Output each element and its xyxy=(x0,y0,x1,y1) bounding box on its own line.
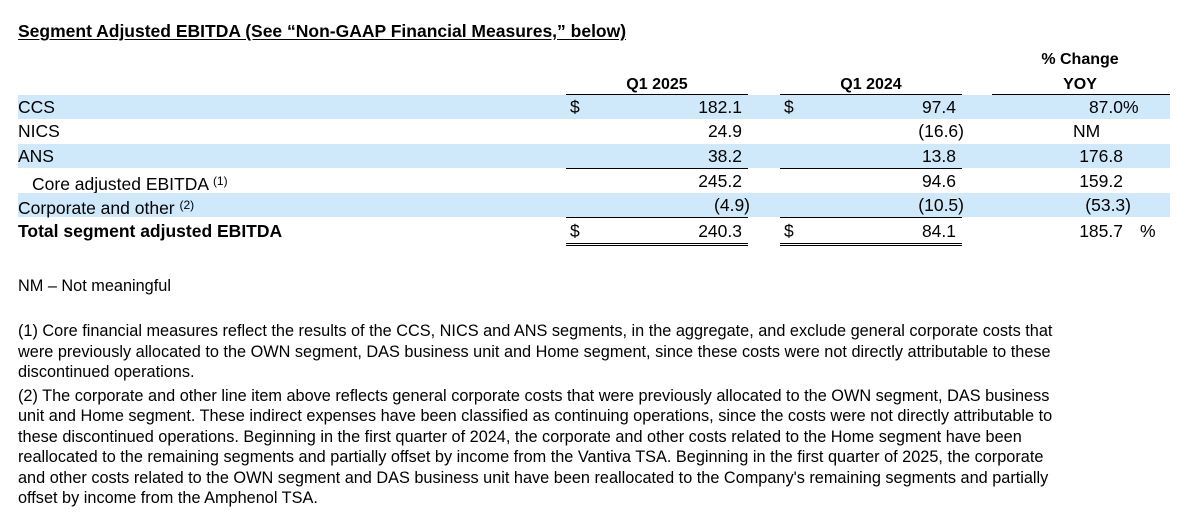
value-pct-change: 185.7 xyxy=(1079,221,1123,241)
table-row: CCS $ 182.1 $ 97.4 87.0 % xyxy=(18,95,1170,119)
row-label: NICS xyxy=(18,121,60,141)
table-row: ANS 38.2 13.8 176.8 xyxy=(18,144,1170,168)
header-rule-pct-change xyxy=(992,94,1170,95)
table-row: Core adjusted EBITDA (1) 245.2 94.6 159.… xyxy=(18,169,1170,194)
value-q1-2024: 13.8 xyxy=(921,146,956,166)
footnote-2-line: offset by income from the Amphenol TSA. xyxy=(18,489,318,507)
value-pct-change: (53.3) xyxy=(1085,195,1131,215)
value-pct-change: 87.0 xyxy=(1088,97,1123,117)
value-q1-2024: 97.4 xyxy=(921,97,956,117)
nm-note: NM – Not meaningful xyxy=(18,277,171,295)
value-pct-change: NM xyxy=(1073,121,1101,141)
value-q1-2025: 24.9 xyxy=(707,121,742,141)
row-label: CCS xyxy=(18,97,55,117)
value-q1-2024: 94.6 xyxy=(921,171,956,191)
row-label: ANS xyxy=(18,146,54,166)
value-q1-2025: (4.9) xyxy=(714,195,750,215)
percent-sign: % xyxy=(1140,221,1156,241)
total-rule-q1-2024 xyxy=(780,217,962,218)
value-q1-2025: 182.1 xyxy=(698,97,742,117)
table-title: Segment Adjusted EBITDA (See “Non-GAAP F… xyxy=(18,21,627,41)
footnote-2-line: unit and Home segment. These indirect ex… xyxy=(18,407,1053,425)
footnote-1-line: discontinued operations. xyxy=(18,363,195,381)
table-row: Total segment adjusted EBITDA $ 240.3 $ … xyxy=(18,219,1170,243)
footnote-ref: (1) xyxy=(212,174,228,188)
footnote-1-line: were previously allocated to the OWN seg… xyxy=(18,343,1051,361)
percent-sign: % xyxy=(1123,97,1139,117)
footnote-2-line: and other costs related to the OWN segme… xyxy=(18,469,1049,487)
footnote-2-line: reallocated to the remaining segments an… xyxy=(18,448,1044,466)
value-q1-2024: 84.1 xyxy=(921,221,956,241)
header-q1-2024: Q1 2024 xyxy=(840,76,902,93)
dollar-sign: $ xyxy=(570,97,580,117)
footnote-2-line: (2) The corporate and other line item ab… xyxy=(18,387,1050,405)
header-rule-q1-2024 xyxy=(780,94,962,95)
total-rule-q1-2025 xyxy=(566,217,748,218)
footnote-ref: (2) xyxy=(179,198,195,212)
row-label: Total segment adjusted EBITDA xyxy=(18,221,283,241)
header-pct-change-line1: % Change xyxy=(1041,51,1119,68)
value-q1-2024: (10.5) xyxy=(918,195,964,215)
subtotal-rule-q1-2025 xyxy=(566,168,748,169)
dollar-sign: $ xyxy=(784,97,794,117)
double-rule-q1-2025 xyxy=(566,243,748,246)
row-label: Corporate and other (2) xyxy=(18,198,195,218)
dollar-sign: $ xyxy=(784,221,794,241)
value-q1-2025: 245.2 xyxy=(698,171,742,191)
dollar-sign: $ xyxy=(570,221,580,241)
header-q1-2025: Q1 2025 xyxy=(626,76,688,93)
double-rule-q1-2024 xyxy=(780,243,962,246)
value-q1-2025: 38.2 xyxy=(707,146,742,166)
footnote-1-line: (1) Core financial measures reflect the … xyxy=(18,322,1053,340)
value-pct-change: 159.2 xyxy=(1079,171,1123,191)
table-row: NICS 24.9 (16.6) NM xyxy=(18,119,1170,143)
value-q1-2025: 240.3 xyxy=(698,221,742,241)
header-pct-change-line2: YOY xyxy=(1063,76,1097,93)
subtotal-rule-q1-2024 xyxy=(780,168,962,169)
footnote-2-line: these discontinued operations. Beginning… xyxy=(18,428,1022,446)
row-label: Core adjusted EBITDA (1) xyxy=(32,174,228,194)
value-q1-2024: (16.6) xyxy=(918,121,964,141)
value-pct-change: 176.8 xyxy=(1079,146,1123,166)
table-row: Corporate and other (2) (4.9) (10.5) (53… xyxy=(18,193,1170,218)
header-rule-q1-2025 xyxy=(566,94,748,95)
